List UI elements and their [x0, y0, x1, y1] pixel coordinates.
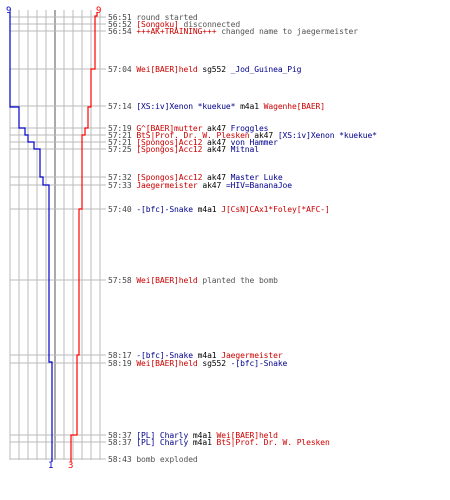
event-row: 56:51 round started [108, 13, 198, 22]
event-time: 58:37 [108, 438, 137, 447]
event-row: 57:21 BtS|Prof. Dr. W. Plesken ak47 [XS:… [108, 131, 377, 140]
player-name: Jaegermeister [221, 351, 283, 360]
player-name: [PL] Charly [136, 438, 189, 447]
event-row: 56:54 +++AK+TRAINING+++ changed name to … [108, 27, 358, 36]
player-name: [PL] Charly [136, 431, 189, 440]
weapon-name: m4a1 [235, 102, 264, 111]
player-name: Froggles [230, 124, 269, 133]
weapon-name: sg552 [197, 359, 231, 368]
event-time: 56:54 [108, 27, 137, 36]
player-name: [Spongos]Acc12 [136, 173, 203, 182]
player-name: -[bfc]-Snake [136, 351, 193, 360]
event-time: 58:43 [108, 455, 137, 464]
event-text: bomb exploded [136, 455, 198, 464]
event-tick-lines [10, 16, 106, 460]
player-name: Master Luke [230, 173, 283, 182]
event-time: 57:21 [108, 131, 137, 140]
player-name: Wei[BAER]held [136, 65, 198, 74]
event-time: 57:19 [108, 124, 137, 133]
event-text: planted the bomb [197, 276, 278, 285]
event-row: 57:19 G^[BAER]mutter ak47 Froggles [108, 124, 268, 133]
blue-team-end-count: 1 [48, 461, 54, 471]
event-row: 57:33 Jaegermeister ak47 =HIV=BananaJoe [108, 181, 292, 190]
weapon-name: ak47 [249, 131, 278, 140]
event-time: 58:37 [108, 431, 137, 440]
player-name: _Jod_Guinea_Pig [230, 65, 302, 74]
blue-team-start-count: 9 [6, 6, 12, 16]
event-text: round started [136, 13, 198, 22]
player-name: BtS|Prof. Dr. W. Plesken [136, 131, 250, 140]
player-name: -[bfc]-Snake [230, 359, 288, 368]
player-name: [XS:iv]Xenon *kuekue* [277, 131, 377, 140]
weapon-name: ak47 [202, 173, 231, 182]
weapon-name: m4a1 [188, 431, 217, 440]
event-time: 57:33 [108, 181, 137, 190]
player-name: BtS|Prof. Dr. W. Plesken [216, 438, 330, 447]
player-name: Jaegermeister [136, 181, 198, 190]
event-time: 57:04 [108, 65, 137, 74]
event-time: 58:19 [108, 359, 137, 368]
player-name: -[bfc]-Snake [136, 205, 193, 214]
event-time: 57:58 [108, 276, 137, 285]
weapon-name: ak47 [202, 124, 231, 133]
event-text: disconnected [178, 20, 241, 29]
player-name: =HIV=BananaJoe [225, 181, 292, 190]
player-name: Mitnal [230, 145, 259, 154]
weapon-name: sg552 [197, 65, 231, 74]
player-name: J[CsN]CAx1*Foley[*AFC-] [221, 205, 330, 214]
weapon-name: m4a1 [192, 351, 222, 360]
weapon-name: ak47 [197, 181, 226, 190]
event-time: 57:25 [108, 145, 137, 154]
event-row: 57:21 [Spongos]Acc12 ak47 von Hammer [108, 138, 278, 147]
weapon-name: m4a1 [188, 438, 217, 447]
player-name: Wei[BAER]held [136, 276, 198, 285]
player-name: [Songoku] [136, 20, 179, 29]
weapon-name: ak47 [202, 138, 231, 147]
player-name: von Hammer [230, 138, 278, 147]
event-row: 57:40 -[bfc]-Snake m4a1 J[CsN]CAx1*Foley… [108, 205, 330, 214]
event-row: 57:32 [Spongos]Acc12 ak47 Master Luke [108, 173, 283, 182]
event-row: 57:04 Wei[BAER]held sg552 _Jod_Guinea_Pi… [108, 65, 302, 74]
event-row: 58:37 [PL] Charly m4a1 Wei[BAER]held [108, 431, 278, 440]
event-time: 57:14 [108, 102, 137, 111]
player-name: G^[BAER]mutter [136, 124, 203, 133]
event-row: 57:14 [XS:iv]Xenon *kuekue* m4a1 Wagenhe… [108, 102, 325, 111]
weapon-name: ak47 [202, 145, 231, 154]
player-name: +++AK+TRAINING+++ [136, 27, 217, 36]
player-name: Wei[BAER]held [216, 431, 278, 440]
player-name: [XS:iv]Xenon *kuekue* [136, 102, 236, 111]
event-row: 58:37 [PL] Charly m4a1 BtS|Prof. Dr. W. … [108, 438, 330, 447]
event-time: 58:17 [108, 351, 137, 360]
event-row: 58:17 -[bfc]-Snake m4a1 Jaegermeister [108, 351, 283, 360]
red-team-count-line [70, 12, 98, 462]
red-team-start-count: 9 [96, 6, 102, 16]
player-name: [Spongos]Acc12 [136, 145, 203, 154]
event-row: 57:25 [Spongos]Acc12 ak47 Mitnal [108, 145, 259, 154]
event-time: 57:32 [108, 173, 137, 182]
event-time: 56:51 [108, 13, 137, 22]
player-name: [Spongos]Acc12 [136, 138, 203, 147]
event-row: 56:52 [Songoku] disconnected [108, 20, 240, 29]
player-name: Wagenhe[BAER] [263, 102, 325, 111]
weapon-name: m4a1 [192, 205, 222, 214]
red-team-end-count: 3 [68, 461, 74, 471]
event-time: 56:52 [108, 20, 137, 29]
blue-team-count-line [9, 12, 53, 462]
timeline-grid [9, 10, 101, 460]
event-row: 57:58 Wei[BAER]held planted the bomb [108, 276, 278, 285]
event-row: 58:19 Wei[BAER]held sg552 -[bfc]-Snake [108, 359, 287, 368]
event-text: changed name to jaegermeister [216, 27, 358, 36]
player-name: Wei[BAER]held [136, 359, 198, 368]
event-time: 57:40 [108, 205, 137, 214]
event-row: 58:43 bomb exploded [108, 455, 198, 464]
event-time: 57:21 [108, 138, 137, 147]
